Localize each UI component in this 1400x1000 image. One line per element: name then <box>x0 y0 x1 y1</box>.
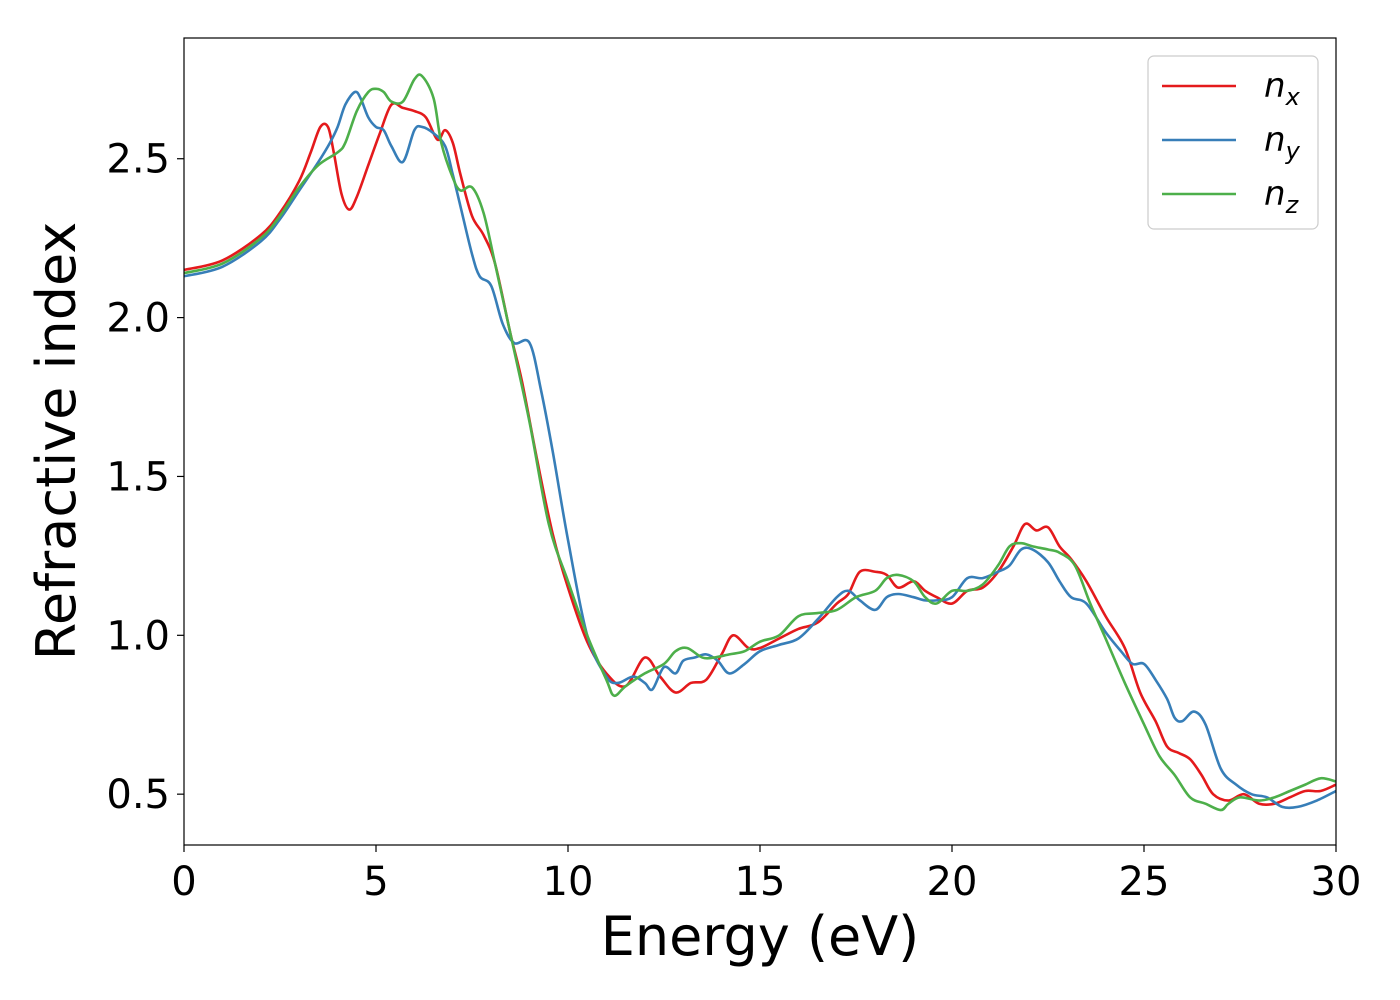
y-axis-label: Refractive index <box>25 222 88 661</box>
x-tick-label: 20 <box>927 859 978 905</box>
x-axis-label: Energy (eV) <box>601 905 920 968</box>
x-tick-label: 30 <box>1311 859 1362 905</box>
y-tick-label: 2.5 <box>106 137 170 183</box>
legend-label-ny: ny <box>1264 120 1301 165</box>
y-tick-label: 0.5 <box>106 772 170 818</box>
x-tick-label: 5 <box>363 859 388 905</box>
x-tick-label: 15 <box>735 859 786 905</box>
x-axis: 0 5 10 15 20 25 30 <box>171 845 1361 905</box>
legend-label-nx: nx <box>1264 66 1301 111</box>
legend: nx ny nz <box>1147 55 1319 230</box>
legend-frame <box>1147 55 1319 230</box>
y-tick-label: 2.0 <box>106 296 170 342</box>
legend-label-nz: nz <box>1264 174 1300 219</box>
y-tick-label: 1.0 <box>106 613 170 659</box>
x-tick-label: 25 <box>1119 859 1170 905</box>
y-axis: 0.5 1.0 1.5 2.0 2.5 <box>106 137 184 818</box>
x-tick-label: 10 <box>543 859 594 905</box>
series-layer <box>184 73 1336 812</box>
x-tick-label: 0 <box>171 859 196 905</box>
series-line-nx <box>184 102 1336 806</box>
series-line-ny <box>184 90 1336 810</box>
series-line-nz <box>184 73 1336 812</box>
y-tick-label: 1.5 <box>106 454 170 500</box>
